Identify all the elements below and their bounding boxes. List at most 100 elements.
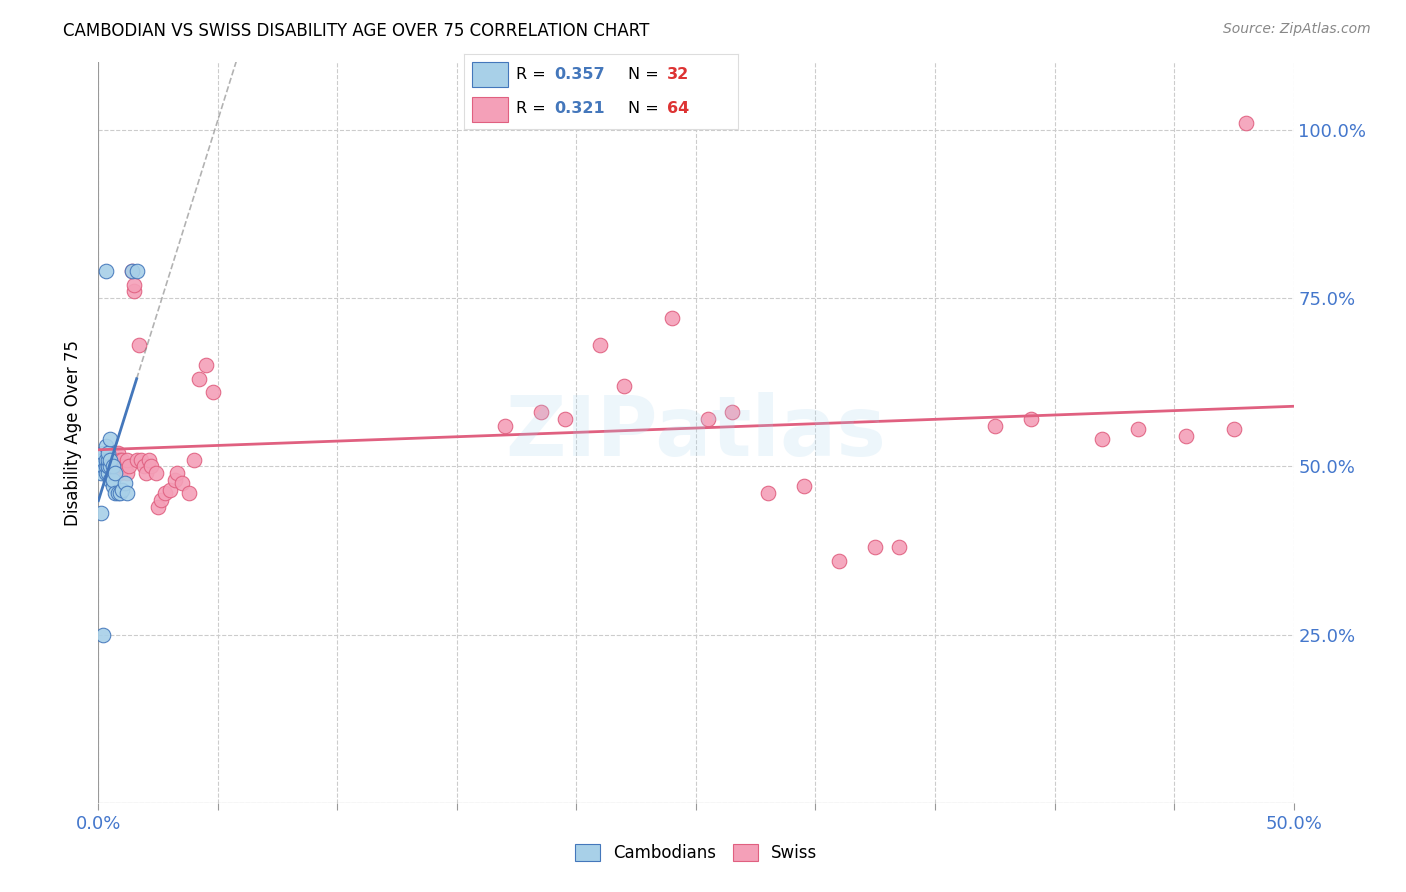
Point bbox=[1128, 422, 1150, 436]
Point bbox=[494, 418, 516, 433]
Text: N =: N = bbox=[628, 101, 665, 116]
Point bbox=[149, 492, 172, 507]
Text: Source: ZipAtlas.com: Source: ZipAtlas.com bbox=[1223, 22, 1371, 37]
Point bbox=[172, 476, 194, 491]
Point bbox=[121, 264, 143, 278]
Point bbox=[108, 486, 131, 500]
Bar bbox=[472, 96, 508, 122]
Point bbox=[97, 452, 120, 467]
Point bbox=[125, 452, 148, 467]
Point bbox=[828, 553, 851, 567]
Point bbox=[1019, 412, 1042, 426]
Point bbox=[1091, 433, 1114, 447]
Point bbox=[108, 452, 131, 467]
Point bbox=[91, 627, 114, 641]
Point bbox=[91, 452, 114, 467]
Point bbox=[94, 439, 117, 453]
Point bbox=[111, 459, 134, 474]
Point bbox=[124, 277, 146, 292]
Point bbox=[101, 459, 124, 474]
Point bbox=[148, 500, 170, 514]
Point bbox=[90, 507, 112, 521]
Point bbox=[1175, 429, 1198, 443]
Point bbox=[101, 452, 124, 467]
Point bbox=[114, 459, 136, 474]
Point bbox=[97, 466, 120, 480]
Point bbox=[1223, 422, 1246, 436]
Point bbox=[195, 359, 218, 373]
Point bbox=[111, 483, 134, 497]
Point bbox=[94, 466, 117, 480]
Point bbox=[94, 459, 117, 474]
Point bbox=[115, 486, 138, 500]
Point bbox=[104, 466, 127, 480]
Point bbox=[94, 264, 117, 278]
Point bbox=[98, 433, 122, 447]
Point bbox=[613, 378, 636, 392]
Point bbox=[121, 264, 143, 278]
Point bbox=[163, 473, 186, 487]
Point bbox=[98, 459, 122, 474]
Text: 0.321: 0.321 bbox=[554, 101, 605, 116]
Point bbox=[98, 452, 122, 467]
Point bbox=[124, 285, 146, 299]
Point bbox=[104, 486, 127, 500]
Point bbox=[131, 452, 153, 467]
Point bbox=[118, 459, 141, 474]
Point bbox=[91, 459, 114, 474]
Text: N =: N = bbox=[628, 67, 665, 82]
Point bbox=[97, 459, 120, 474]
Point bbox=[115, 452, 138, 467]
Text: CAMBODIAN VS SWISS DISABILITY AGE OVER 75 CORRELATION CHART: CAMBODIAN VS SWISS DISABILITY AGE OVER 7… bbox=[63, 22, 650, 40]
Point bbox=[111, 452, 134, 467]
Point bbox=[104, 466, 127, 480]
Point bbox=[183, 452, 205, 467]
Point bbox=[101, 473, 124, 487]
Point bbox=[138, 452, 160, 467]
Legend: Cambodians, Swiss: Cambodians, Swiss bbox=[568, 837, 824, 869]
Point bbox=[554, 412, 576, 426]
Point bbox=[91, 446, 114, 460]
Point bbox=[202, 385, 225, 400]
Point bbox=[125, 264, 148, 278]
Point bbox=[145, 466, 167, 480]
Point bbox=[756, 486, 779, 500]
Point bbox=[107, 446, 129, 460]
Point bbox=[721, 405, 744, 419]
Point bbox=[107, 459, 129, 474]
Point bbox=[108, 466, 131, 480]
Text: R =: R = bbox=[516, 67, 551, 82]
Point bbox=[97, 459, 120, 474]
Point bbox=[661, 311, 683, 326]
Point bbox=[1234, 116, 1257, 130]
Point bbox=[159, 483, 181, 497]
Point bbox=[98, 452, 122, 467]
Point bbox=[179, 486, 201, 500]
Point bbox=[91, 452, 114, 467]
Text: 0.357: 0.357 bbox=[554, 67, 605, 82]
Text: 64: 64 bbox=[666, 101, 689, 116]
Point bbox=[889, 540, 911, 554]
Point bbox=[114, 476, 136, 491]
Point bbox=[984, 418, 1007, 433]
Point bbox=[865, 540, 887, 554]
Point bbox=[101, 479, 124, 493]
Point bbox=[530, 405, 553, 419]
Point bbox=[187, 372, 209, 386]
Point bbox=[94, 452, 117, 467]
Point bbox=[94, 459, 117, 474]
Point bbox=[107, 486, 129, 500]
Point bbox=[166, 466, 188, 480]
Y-axis label: Disability Age Over 75: Disability Age Over 75 bbox=[65, 340, 83, 525]
Point bbox=[90, 466, 112, 480]
Point bbox=[94, 452, 117, 467]
Point bbox=[98, 473, 122, 487]
Text: 32: 32 bbox=[666, 67, 689, 82]
Point bbox=[115, 466, 138, 480]
Bar bbox=[472, 62, 508, 87]
Point bbox=[139, 459, 162, 474]
Point bbox=[98, 459, 122, 474]
Point bbox=[155, 486, 177, 500]
Point bbox=[101, 459, 124, 474]
Point bbox=[589, 338, 612, 352]
